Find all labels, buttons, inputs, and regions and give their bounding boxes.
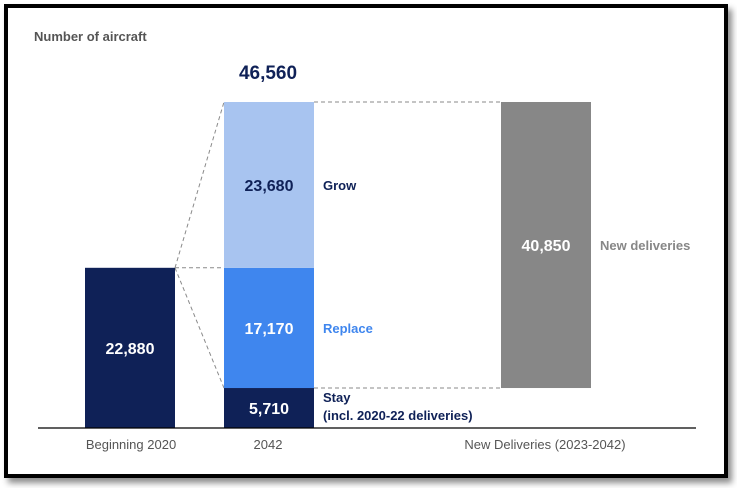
value-label-new-deliveries: 40,850 (522, 238, 571, 255)
chart-frame: Number of aircraft 46,560 22,880 5,710 17,… (4, 4, 728, 478)
side-label-stay-note: (incl. 2020-22 deliveries) (323, 408, 473, 423)
x-tick-label-0: Beginning 2020 (86, 437, 176, 452)
bar-new-deliveries (501, 102, 591, 389)
side-label-grow: Grow (323, 178, 357, 193)
side-label-stay: Stay (323, 390, 351, 405)
value-label-beginning-2020: 22,880 (106, 341, 155, 358)
side-label-new-deliveries: New deliveries (600, 238, 690, 253)
bar-replace (224, 267, 314, 389)
x-tick-label-2: New Deliveries (2023-2042) (464, 437, 625, 452)
value-labels: 22,880 5,710 17,170 23,680 40,850 (106, 178, 571, 418)
total-label: 46,560 (239, 63, 297, 84)
bar-grow (224, 102, 314, 268)
bar-beginning-2020 (85, 267, 175, 428)
x-tick-labels: Beginning 2020 2042 New Deliveries (2023-2… (86, 437, 626, 452)
connector-lines (174, 101, 501, 389)
connector-to-stay (174, 267, 225, 389)
value-label-stay: 5,710 (249, 401, 289, 418)
bar-group (85, 102, 591, 428)
value-label-replace: 17,170 (245, 321, 294, 338)
side-labels: Stay (incl. 2020-22 deliveries) Replace Gro… (323, 178, 690, 423)
bar-stay (224, 388, 314, 428)
chart-title: Number of aircraft (34, 29, 147, 44)
connector-to-total (174, 101, 225, 268)
side-label-replace: Replace (323, 321, 373, 336)
x-tick-label-1: 2042 (254, 437, 283, 452)
value-label-grow: 23,680 (245, 178, 294, 195)
chart-svg: Number of aircraft 46,560 22,880 5,710 17,… (34, 29, 696, 452)
